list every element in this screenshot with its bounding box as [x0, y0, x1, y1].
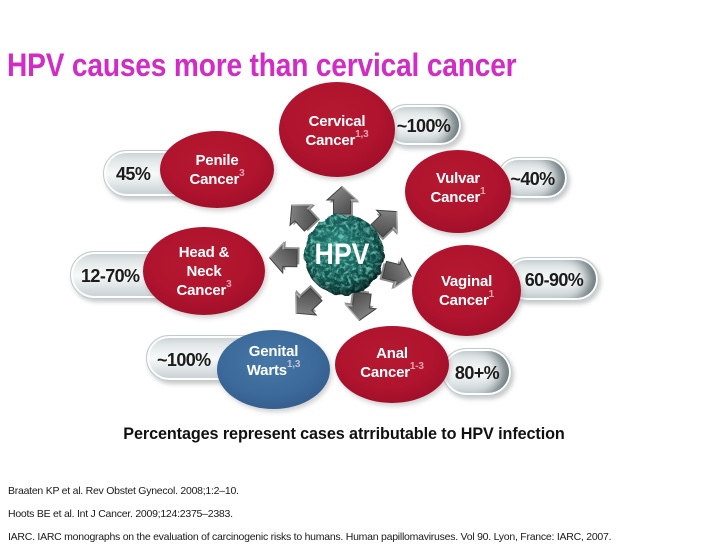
svg-text:HPV: HPV [315, 238, 370, 271]
